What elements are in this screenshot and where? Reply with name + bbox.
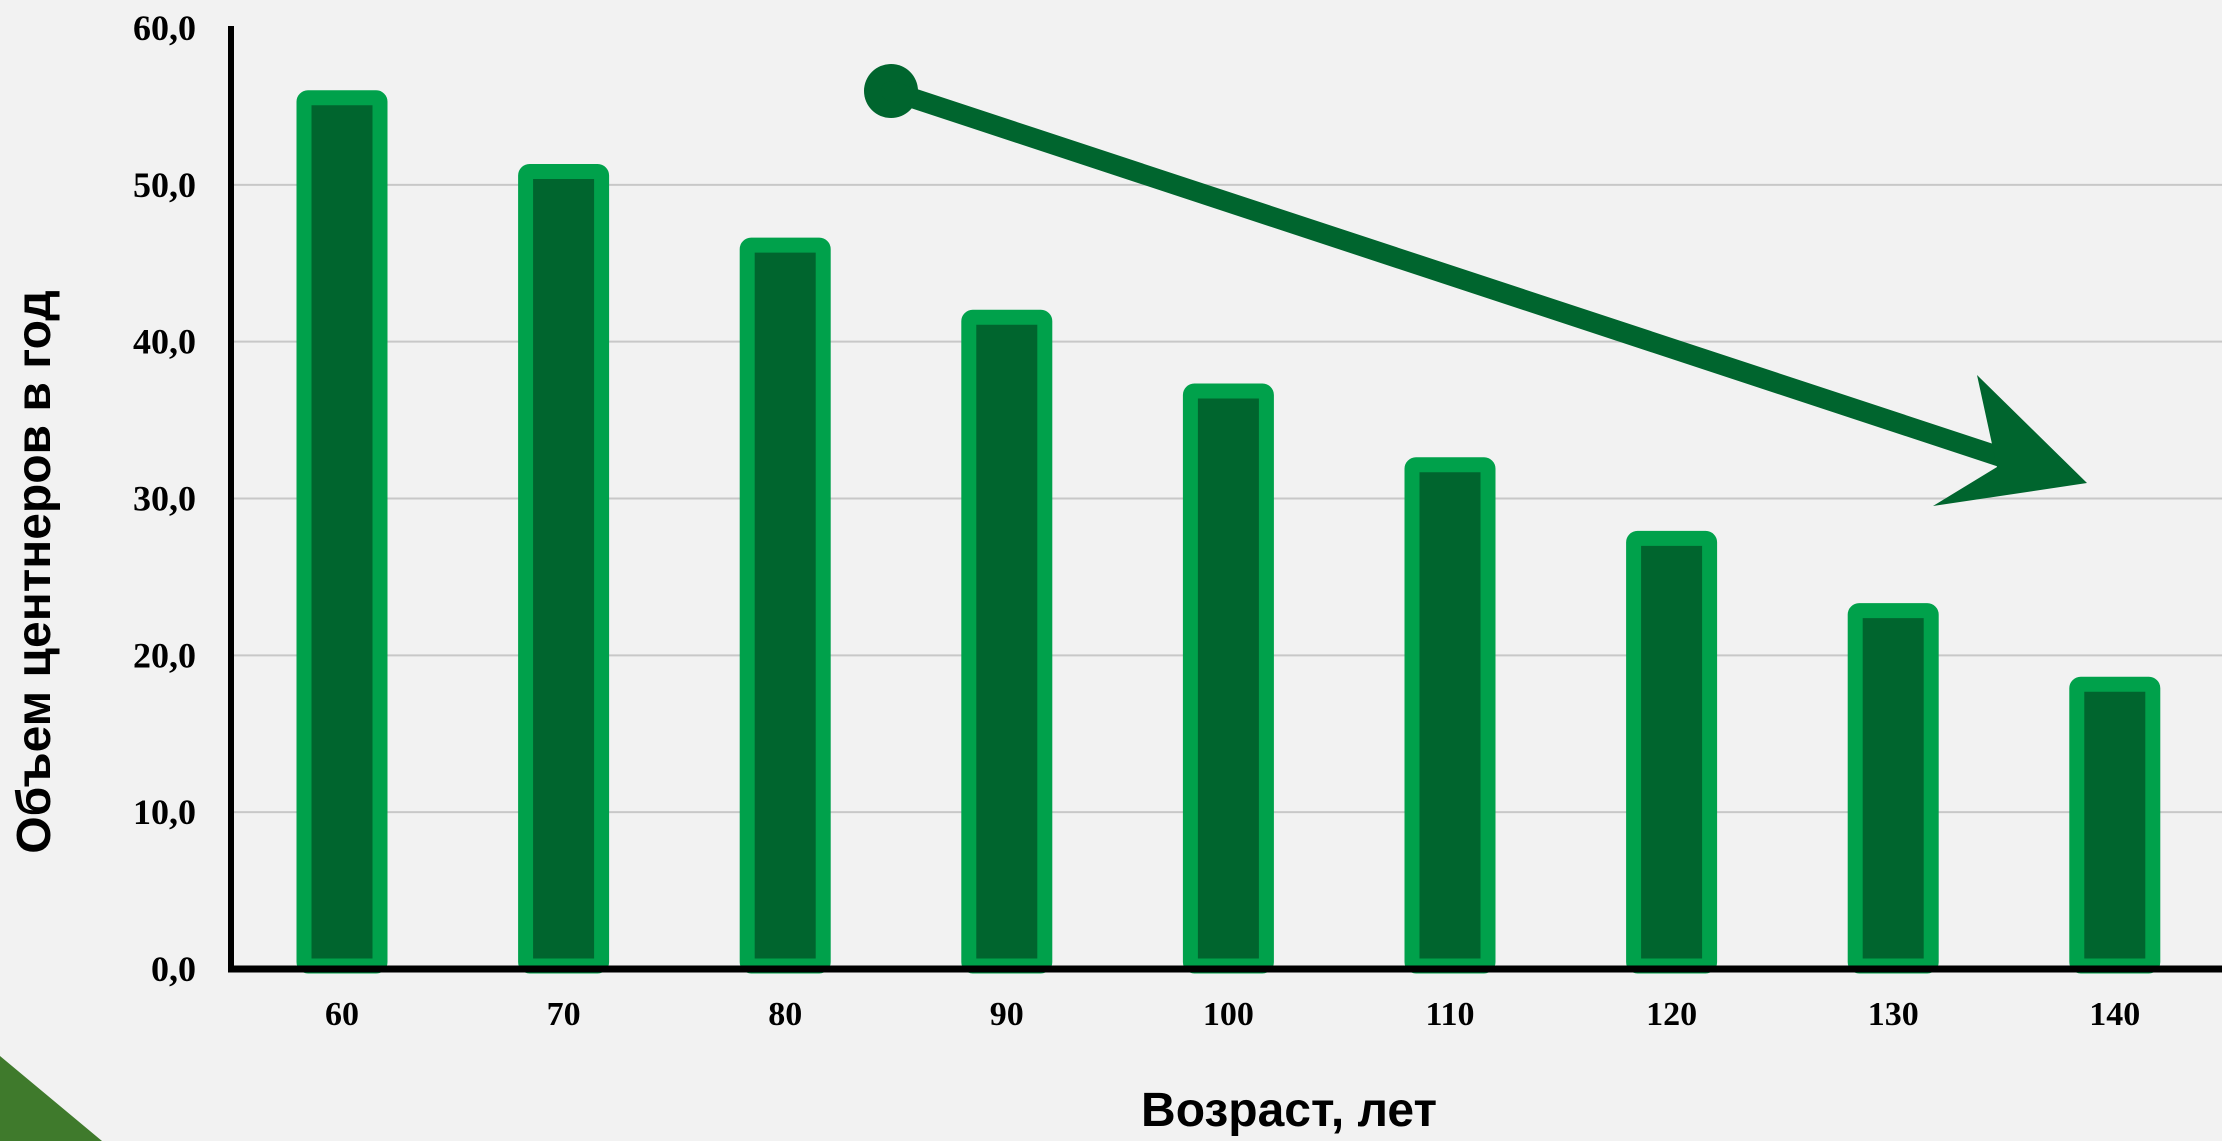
x-tick-label: 60 [325,996,359,1033]
x-tick-label: 90 [990,996,1024,1033]
y-axis-title: Объем центнеров в год [8,290,61,853]
x-tick-label: 80 [768,996,802,1033]
bar [1626,530,1718,974]
axes [228,26,2222,973]
trend-arrow [864,64,2087,506]
x-axis-title: Возраст, лет [1141,1084,1437,1137]
corner-triangle-decoration [0,1056,102,1141]
bar [296,90,388,974]
trend-arrow-shaft [881,81,2020,470]
y-tick-label: 0,0 [151,949,196,989]
y-tick-label: 50,0 [133,165,196,205]
y-tick-label: 40,0 [133,322,196,362]
y-tick-label: 20,0 [133,635,196,675]
x-tick-label: 140 [2089,996,2140,1033]
bar [1847,603,1939,974]
x-tick-label: 120 [1646,996,1697,1033]
bar [1182,383,1274,974]
y-tick-label: 60,0 [133,8,196,48]
bar [2069,676,2161,974]
bar [518,163,610,974]
y-tick-label: 30,0 [133,479,196,519]
bar [739,237,831,974]
x-tick-label: 130 [1868,996,1919,1033]
x-tick-labels: 60 70 80 90 100 110 120 130 140 [325,996,2140,1033]
y-tick-label: 10,0 [133,792,196,832]
x-tick-label: 70 [547,996,581,1033]
y-tick-labels: 0,0 10,0 20,0 30,0 40,0 50,0 60,0 [133,8,196,989]
x-tick-label: 100 [1203,996,1254,1033]
bar [961,309,1053,974]
trend-arrow-head [1933,375,2087,506]
x-tick-label: 110 [1425,996,1474,1033]
bar [1404,457,1496,974]
